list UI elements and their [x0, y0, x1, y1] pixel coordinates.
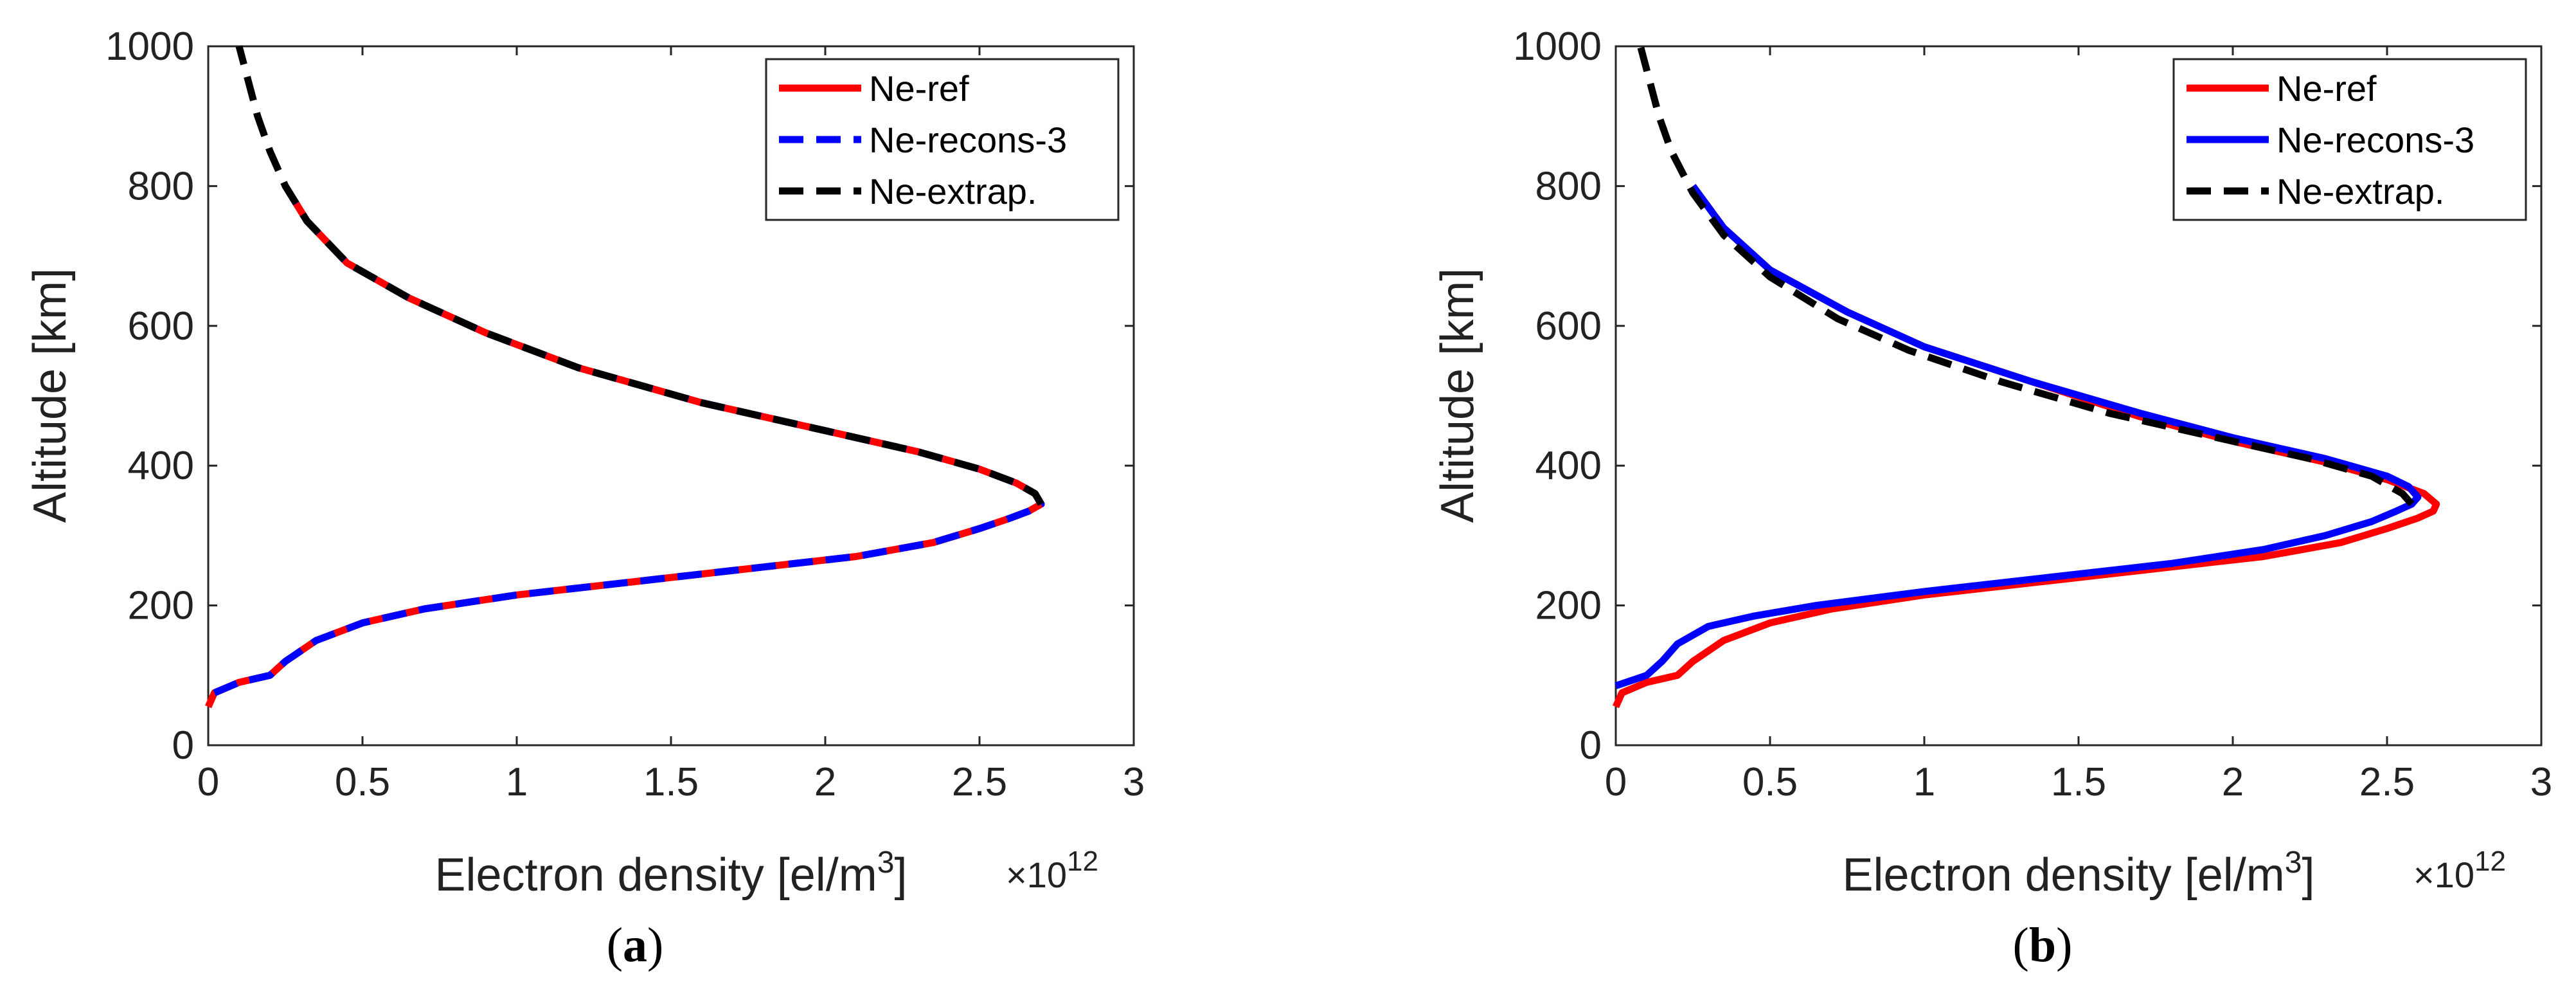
- y-tick-label: 0: [1580, 723, 1602, 768]
- x-tick-label: 2: [814, 760, 836, 804]
- y-tick-label: 600: [1535, 304, 1602, 349]
- series-line-ne-extrap: [235, 45, 1044, 506]
- panel-caption: (a): [607, 918, 664, 972]
- ticks-group: [207, 45, 1135, 747]
- y-tick-label: 800: [128, 164, 194, 208]
- tick-labels-group: 0 0.5 1 1.5 2 2.5 3 0 200 400 600 800 1000: [1513, 24, 2552, 804]
- y-axis-label: Altitude [km]: [1432, 268, 1483, 523]
- y-tick-label: 1000: [1513, 24, 1602, 69]
- x-tick-label: 2: [2222, 760, 2244, 804]
- series-line-ne-extrap: [1637, 45, 2415, 507]
- x-axis-label: Electron density [el/m3]: [434, 846, 907, 901]
- x-axis-exponent: ×1012: [2413, 846, 2506, 895]
- legend: Ne-ref Ne-recons-3 Ne-extrap.: [765, 58, 1120, 221]
- legend-label: Ne-recons-3: [869, 120, 1067, 160]
- x-tick-label: 0.5: [1742, 760, 1798, 804]
- tick-labels-group: 0 0.5 1 1.5 2 2.5 3 0 200 400 600 800 1000: [105, 24, 1145, 804]
- y-tick-label: 400: [128, 444, 194, 488]
- series-line-ne-recons-3: [1614, 184, 2422, 689]
- y-tick-label: 200: [128, 584, 194, 628]
- x-tick-label: 1: [1913, 760, 1935, 804]
- legend-label: Ne-ref: [2276, 68, 2377, 109]
- x-tick-label: 0.5: [335, 760, 390, 804]
- y-tick-label: 1000: [105, 24, 194, 69]
- y-tick-label: 0: [172, 723, 194, 768]
- series-lines-group: [1612, 45, 2440, 709]
- x-tick-label: 2.5: [2359, 760, 2415, 804]
- x-tick-label: 1.5: [643, 760, 699, 804]
- y-tick-label: 600: [128, 304, 194, 349]
- x-tick-label: 1.5: [2051, 760, 2106, 804]
- x-tick-label: 0: [1605, 760, 1627, 804]
- y-tick-label: 800: [1535, 164, 1602, 208]
- legend: Ne-ref Ne-recons-3 Ne-extrap.: [2172, 58, 2527, 221]
- x-tick-label: 3: [2530, 760, 2552, 804]
- ticks-group: [1614, 45, 2543, 747]
- y-tick-label: 400: [1535, 444, 1602, 488]
- legend-label: Ne-extrap.: [869, 171, 1037, 212]
- legend-label: Ne-recons-3: [2276, 120, 2474, 160]
- x-tick-label: 0: [197, 760, 219, 804]
- x-tick-label: 2.5: [952, 760, 1007, 804]
- legend-label: Ne-extrap.: [2276, 171, 2444, 212]
- y-tick-label: 200: [1535, 584, 1602, 628]
- legend-label: Ne-ref: [869, 68, 969, 109]
- x-tick-label: 3: [1123, 760, 1145, 804]
- x-axis-label: Electron density [el/m3]: [1842, 846, 2314, 901]
- x-axis-exponent: ×1012: [1006, 846, 1098, 895]
- x-tick-label: 1: [506, 760, 528, 804]
- series-lines-group: [204, 45, 1045, 709]
- panel-caption: (b): [2013, 918, 2073, 972]
- y-axis-label: Altitude [km]: [24, 268, 76, 523]
